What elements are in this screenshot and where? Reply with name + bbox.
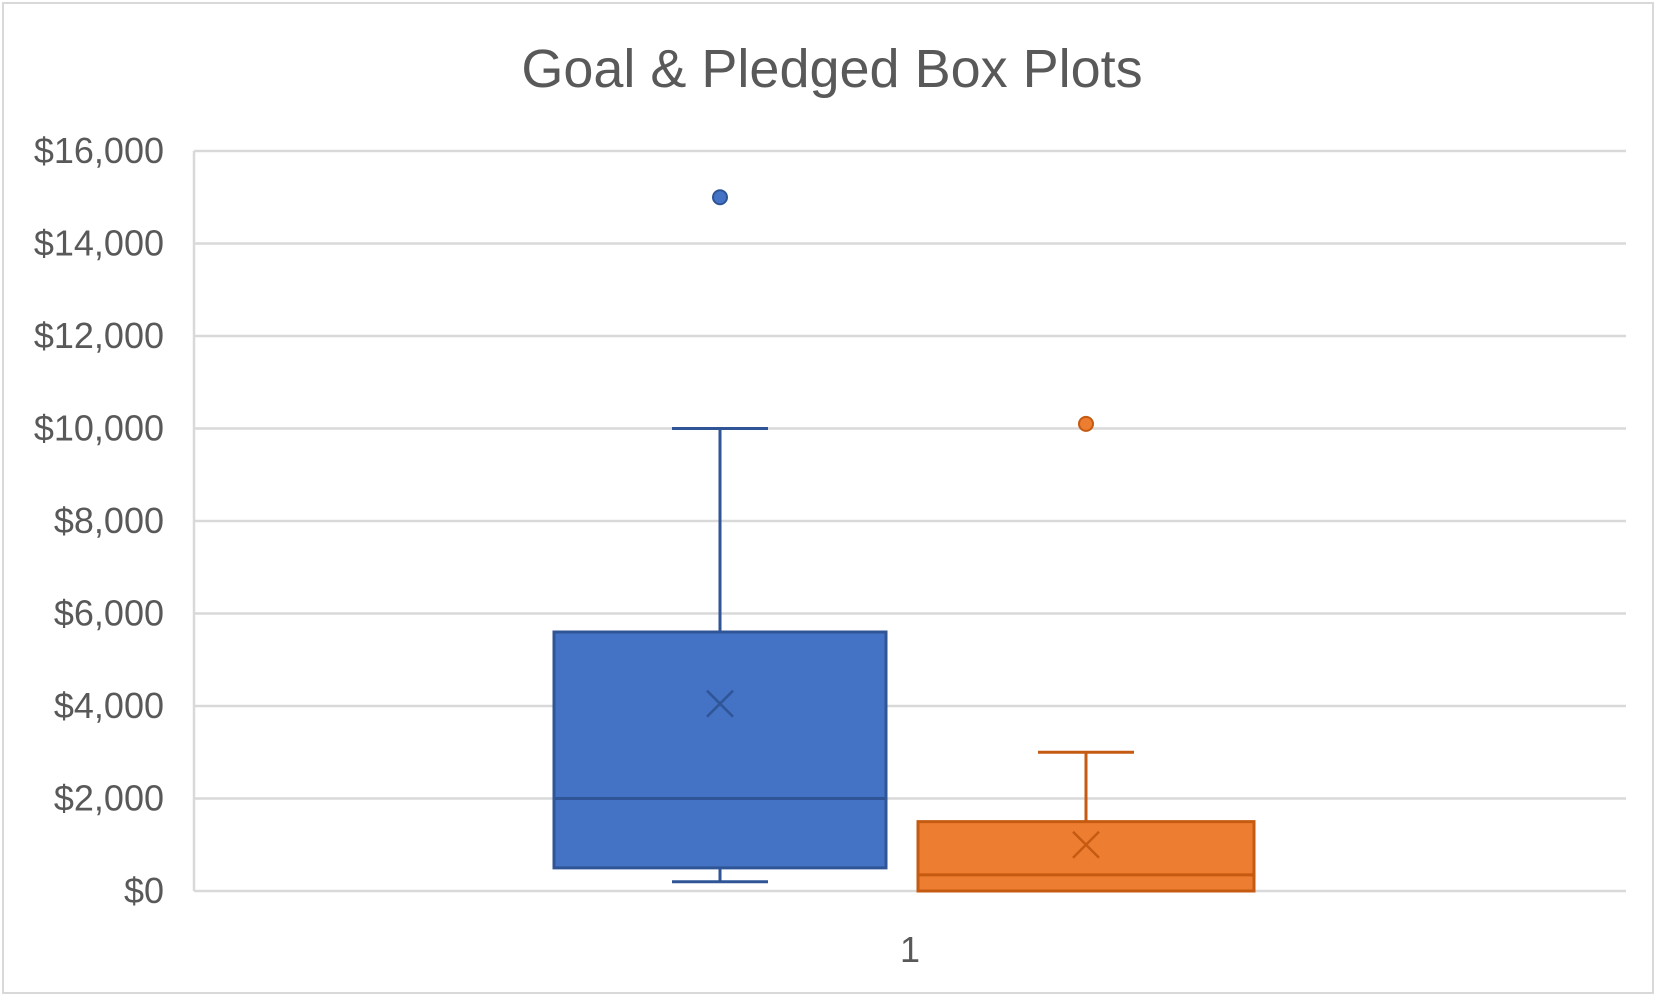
y-tick-label: $6,000 (54, 593, 164, 634)
y-tick-label: $12,000 (34, 315, 164, 356)
y-tick-label: $8,000 (54, 500, 164, 541)
y-axis: $0 $2,000 $4,000 $6,000 $8,000 $10,000 $12,000… (34, 130, 164, 911)
x-axis: 1 (900, 929, 920, 970)
box-series-2 (916, 415, 1256, 893)
y-tick-label: $14,000 (34, 223, 164, 264)
y-tick-label: $10,000 (34, 408, 164, 449)
plot-area (552, 189, 1256, 893)
box-plot-chart: Goal & Pledged Box Plots $0$2,000$4,000$… (34, 39, 1626, 970)
mean-marker-stroke (706, 689, 734, 718)
y-tick-label: $2,000 (54, 778, 164, 819)
box-series-1 (552, 189, 888, 884)
mean-marker (1072, 830, 1100, 859)
chart-title: Goal & Pledged Box Plots (521, 39, 1142, 99)
y-tick-label: $0 (124, 870, 164, 911)
box-iqr (916, 820, 1256, 893)
mean-marker-stroke (1072, 830, 1100, 859)
x-tick-label: 1 (900, 929, 920, 970)
y-tick-label: $16,000 (34, 130, 164, 171)
outlier-point (712, 189, 728, 206)
y-tick-label: $4,000 (54, 685, 164, 726)
mean-marker (706, 689, 734, 718)
outlier-point (1078, 415, 1094, 432)
gridlines (192, 149, 1626, 893)
box-iqr (552, 630, 888, 870)
